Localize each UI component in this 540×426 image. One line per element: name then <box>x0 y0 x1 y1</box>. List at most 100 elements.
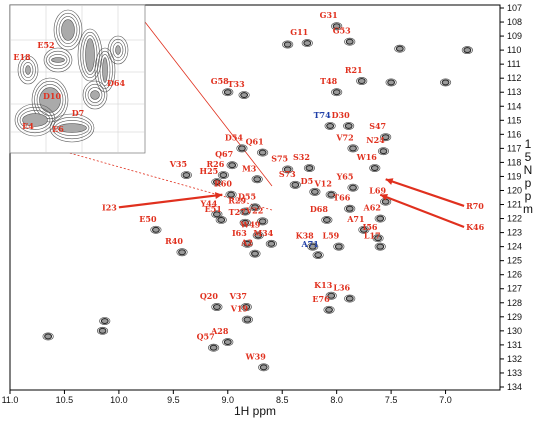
peak-mark <box>217 216 226 224</box>
peak-contour-outer <box>358 225 370 234</box>
peak-label: N24 <box>366 135 385 145</box>
peak-label: Q57 <box>197 332 215 342</box>
peak-contour-outer <box>369 164 381 172</box>
y-tick-label: 131 <box>507 340 522 350</box>
y-tick-label: 108 <box>507 17 522 27</box>
peak-label: V12 <box>314 179 332 189</box>
inset-contour <box>58 16 78 44</box>
peak-mark <box>283 41 292 48</box>
peak-mark <box>219 171 228 179</box>
peak-label: A71 <box>300 239 318 249</box>
peak-label: A71 <box>346 214 364 224</box>
peak-contour-outer <box>344 37 356 46</box>
peak-label: T66 <box>333 193 351 203</box>
y-tick-label: 113 <box>507 87 521 97</box>
peak-label: R60 <box>214 179 232 189</box>
peak-mark <box>345 38 354 45</box>
peak-mark <box>227 191 235 198</box>
peak-contour-outer <box>372 234 384 243</box>
peak-mark <box>325 306 333 313</box>
peak-label: Y44 <box>199 198 217 208</box>
x-tick-label: 10.5 <box>56 395 74 405</box>
peak-mark <box>212 179 221 186</box>
peak-mark <box>334 243 343 250</box>
peak-contour-outer <box>252 231 264 240</box>
y-tick-label: 134 <box>507 382 522 392</box>
inset-contour <box>49 113 95 143</box>
peak-mark <box>322 216 331 224</box>
peak-label: G53 <box>333 26 351 36</box>
x-tick-label: 9.5 <box>167 395 180 405</box>
peak-label: L59 <box>322 231 339 241</box>
peak-mark <box>223 89 232 96</box>
peak-mark <box>327 292 336 299</box>
peak-contour-outer <box>265 239 277 248</box>
peak-contour-outer <box>325 190 337 199</box>
peak-mark <box>305 164 314 172</box>
peak-contour-outer <box>323 305 335 314</box>
peak-contour-outer <box>347 183 359 192</box>
peak-mark <box>441 79 450 86</box>
y-tick-label: 125 <box>507 256 522 266</box>
peak-contour-outer <box>99 317 111 325</box>
inset-contour <box>85 83 105 107</box>
y-axis-title-char: p <box>525 176 532 190</box>
peak-contour-outer <box>385 78 397 87</box>
inset-contour <box>94 47 116 93</box>
peak-mark <box>258 218 267 225</box>
inset-contour <box>112 42 124 58</box>
peak-contour-outer <box>180 171 192 179</box>
peak-contour-outer <box>211 178 223 187</box>
y-tick-label: 123 <box>507 228 522 238</box>
y-tick-label: 112 <box>507 73 521 83</box>
peak-mark <box>178 249 186 256</box>
inset-contour <box>77 28 103 82</box>
peak-mark <box>370 164 379 172</box>
peak-contour-outer <box>42 332 54 341</box>
inset-contour <box>97 50 113 90</box>
y-tick-label: 129 <box>507 312 522 322</box>
peak-contour-outer <box>222 338 234 347</box>
peak-label: Q67 <box>215 149 233 159</box>
peak-mark <box>151 226 160 233</box>
x-tick-label: 8.5 <box>276 395 289 405</box>
peak-contour-outer <box>258 363 270 372</box>
peak-contour-outer <box>303 164 315 172</box>
peak-label: R40 <box>165 236 183 246</box>
peak-mark <box>291 181 300 188</box>
peak-label: V35 <box>169 159 187 169</box>
peak-contour-outer <box>239 218 251 227</box>
y-tick-label: 115 <box>507 115 521 125</box>
arrow-label: R70 <box>466 201 484 211</box>
assignment-arrow <box>118 193 223 209</box>
peak-label: Q20 <box>200 291 219 301</box>
peak-mark <box>374 235 382 242</box>
inset-contour <box>56 12 80 48</box>
peak-label: M3 <box>242 163 257 173</box>
peak-contour-outer <box>312 251 324 260</box>
peak-contour-outer <box>239 207 251 216</box>
inset-peak-label: E52 <box>37 40 54 50</box>
peak-mark <box>349 184 357 191</box>
inset-contour <box>20 58 36 82</box>
peak-mark <box>326 122 335 129</box>
peak-contour-outer <box>282 40 294 49</box>
peak-mark <box>381 134 390 141</box>
peak-mark <box>254 232 263 239</box>
peak-contour-outer <box>307 242 319 251</box>
y-tick-label: 133 <box>507 368 522 378</box>
peak-label: S47 <box>369 121 386 131</box>
x-tick-label: 10.0 <box>110 395 128 405</box>
y-tick-label: 130 <box>507 326 522 336</box>
inset-contour <box>46 50 70 70</box>
inset-contour <box>115 45 121 55</box>
assignment-arrowhead <box>380 193 389 201</box>
peak-contour-outer <box>217 171 229 179</box>
peak-label: I56 <box>363 222 378 232</box>
peak-contour-outer <box>150 225 162 234</box>
inset-contour <box>90 90 100 100</box>
y-tick-label: 122 <box>507 214 522 224</box>
y-tick-label: 110 <box>507 45 521 55</box>
peak-label: A28 <box>210 326 229 336</box>
